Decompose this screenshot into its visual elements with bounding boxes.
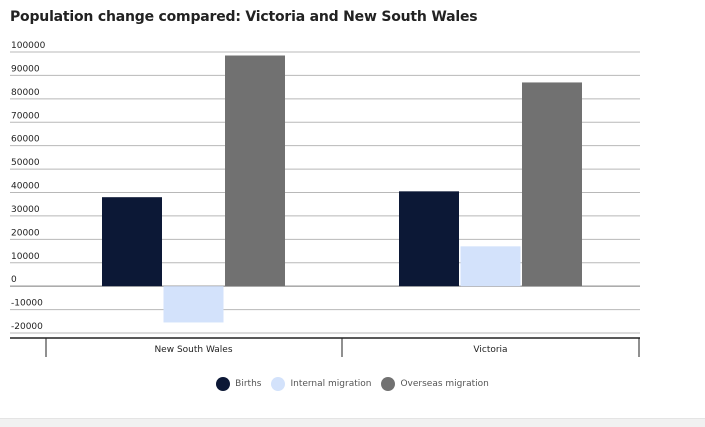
bar-overseas-migration-new-south-wales bbox=[225, 55, 285, 287]
legend-item[interactable]: Overseas migration bbox=[381, 377, 489, 391]
y-tick-label: 80000 bbox=[11, 88, 40, 98]
bar-layer bbox=[102, 55, 582, 323]
y-tick-label: -10000 bbox=[11, 299, 43, 309]
legend-label: Internal migration bbox=[290, 379, 372, 389]
legend-label: Births bbox=[235, 379, 262, 389]
bar-chart: 1000009000080000700006000050000400003000… bbox=[10, 41, 640, 357]
y-tick-label: -20000 bbox=[11, 322, 43, 332]
legend-label: Overseas migration bbox=[400, 379, 489, 389]
y-tick-label: 0 bbox=[11, 275, 17, 285]
x-axis: New South Wales Victoria bbox=[10, 337, 640, 357]
x-category-label: New South Wales bbox=[154, 345, 232, 355]
y-tick-label: 90000 bbox=[11, 64, 40, 74]
bar-internal-migration-victoria bbox=[460, 246, 521, 287]
legend: Births Internal migration Overseas migrati… bbox=[0, 377, 705, 391]
legend-item[interactable]: Internal migration bbox=[271, 377, 371, 391]
x-category-label: Victoria bbox=[473, 345, 507, 355]
footer-bar bbox=[0, 418, 705, 427]
y-tick-label: 50000 bbox=[11, 158, 40, 168]
y-tick-label: 60000 bbox=[11, 135, 40, 145]
y-tick-labels: 1000009000080000700006000050000400003000… bbox=[11, 41, 46, 332]
y-tick-label: 100000 bbox=[11, 41, 46, 51]
chart-title: Population change compared: Victoria and… bbox=[10, 9, 478, 25]
legend-swatch bbox=[216, 377, 231, 391]
legend-item[interactable]: Births bbox=[216, 377, 261, 391]
y-tick-label: 70000 bbox=[11, 111, 40, 121]
bar-internal-migration-new-south-wales bbox=[163, 286, 224, 323]
bar-births-victoria bbox=[399, 191, 459, 287]
legend-swatch bbox=[271, 377, 286, 391]
y-tick-label: 20000 bbox=[11, 228, 40, 238]
y-tick-label: 10000 bbox=[11, 252, 40, 262]
y-tick-label: 40000 bbox=[11, 182, 40, 192]
y-tick-label: 30000 bbox=[11, 205, 40, 215]
bar-overseas-migration-victoria bbox=[522, 82, 582, 287]
bar-births-new-south-wales bbox=[102, 197, 162, 287]
legend-swatch bbox=[381, 377, 396, 391]
